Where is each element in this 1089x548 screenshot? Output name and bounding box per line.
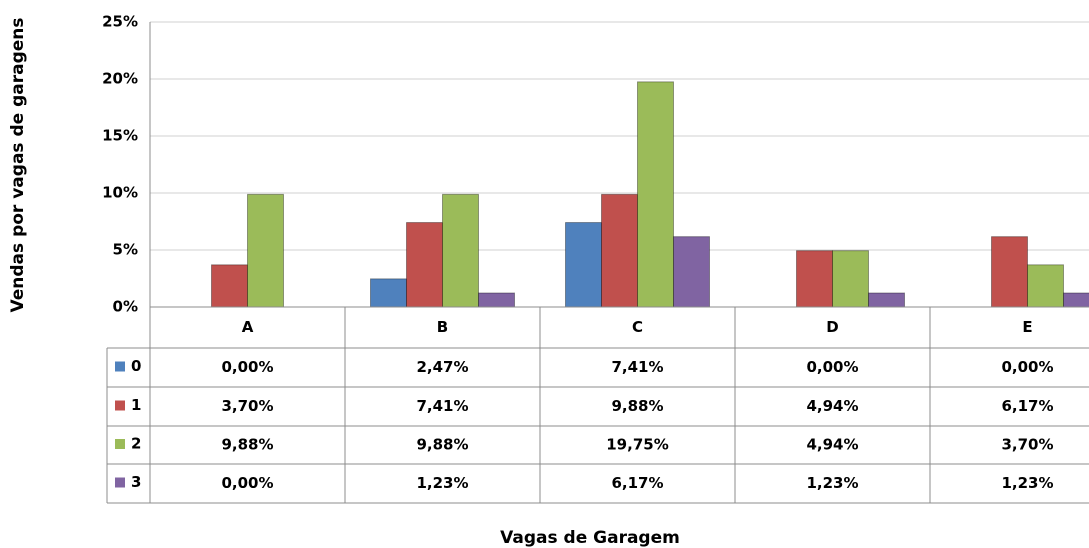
legend-key xyxy=(115,439,125,449)
table-cell: 1,23% xyxy=(806,474,858,492)
bar xyxy=(868,292,905,308)
y-tick-label: 10% xyxy=(102,184,138,202)
table-cell: 0,00% xyxy=(806,358,858,376)
legend-label: 1 xyxy=(131,396,141,414)
table-cell: 9,88% xyxy=(221,436,273,454)
x-tick-label: B xyxy=(437,318,448,336)
table-cell: 0,00% xyxy=(221,474,273,492)
bar xyxy=(211,264,248,308)
bar xyxy=(478,292,515,308)
legend-label: 2 xyxy=(131,435,141,453)
table-cell: 6,17% xyxy=(611,474,663,492)
bar xyxy=(1027,264,1064,308)
bar xyxy=(565,222,602,308)
bar xyxy=(832,250,869,308)
bar xyxy=(637,81,674,308)
legend-key xyxy=(115,400,125,411)
bar xyxy=(991,236,1028,308)
table-cell: 9,88% xyxy=(611,397,663,415)
table-cell: 0,00% xyxy=(221,358,273,376)
bar xyxy=(601,193,638,308)
bar xyxy=(673,236,710,308)
table-cell: 7,41% xyxy=(416,397,468,415)
table-cell: 4,94% xyxy=(806,436,858,454)
bar xyxy=(796,250,833,308)
y-tick-label: 20% xyxy=(102,70,138,88)
table-cell: 0,00% xyxy=(1001,358,1053,376)
bar xyxy=(1063,292,1089,308)
legend-label: 0 xyxy=(131,357,141,375)
table-cell: 1,23% xyxy=(416,474,468,492)
x-axis-title: Vagas de Garagem xyxy=(500,528,680,548)
x-tick-label: A xyxy=(242,318,254,336)
table-cell: 19,75% xyxy=(606,436,668,454)
bar xyxy=(247,193,284,308)
table-cell: 7,41% xyxy=(611,358,663,376)
table-cell: 4,94% xyxy=(806,397,858,415)
table-cell: 9,88% xyxy=(416,436,468,454)
y-axis-title: Vendas por vagas de garagens xyxy=(8,18,28,313)
table-cell: 1,23% xyxy=(1001,474,1053,492)
table-cell: 2,47% xyxy=(416,358,468,376)
table-cell: 3,70% xyxy=(1001,436,1053,454)
y-tick-label: 0% xyxy=(113,298,138,316)
bar xyxy=(370,278,407,308)
x-tick-label: E xyxy=(1022,318,1032,336)
legend-key xyxy=(115,477,125,488)
y-tick-label: 15% xyxy=(102,127,138,145)
y-tick-label: 5% xyxy=(113,241,138,259)
x-tick-label: C xyxy=(632,318,643,336)
table-cell: 6,17% xyxy=(1001,397,1053,415)
legend-key xyxy=(115,361,125,372)
bar xyxy=(442,193,479,308)
legend-label: 3 xyxy=(131,473,141,491)
table-cell: 3,70% xyxy=(221,397,273,415)
bar xyxy=(406,222,443,308)
x-tick-label: D xyxy=(826,318,838,336)
y-tick-label: 25% xyxy=(102,13,138,31)
